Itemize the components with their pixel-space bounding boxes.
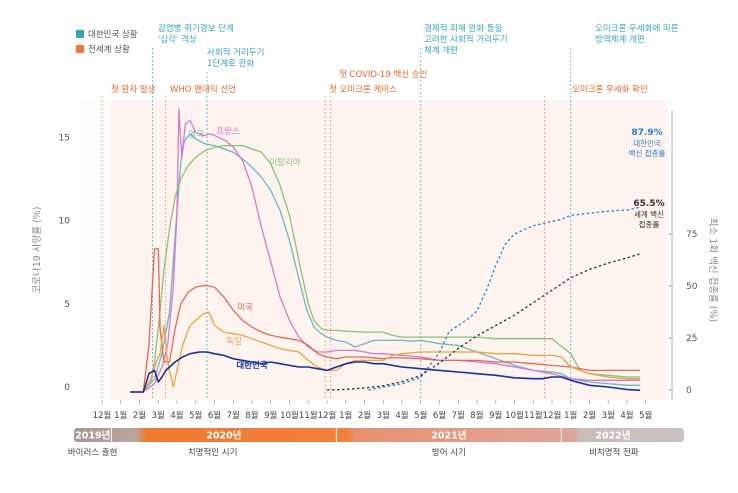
korea-event-distancing-eased-line-1: 사회적 거리두기 [207,48,265,58]
x-tick-label-6: 6월 [208,410,221,421]
korea-event-distancing-eased-line-2: 1단계로 완화 [207,59,255,69]
x-tick-label-11: 11월 [299,410,318,421]
series-line-0 [130,133,641,393]
x-tick-label-12: 12월 [318,410,337,421]
x-tick-label-14: 2월 [358,410,371,421]
korea-event-omicron-reform: 오미크론 우세화에 따른 방역체계 개편 [595,24,679,46]
x-tick-label-24: 12월 [543,410,562,421]
x-tick-label-2: 2월 [133,410,146,421]
y-left-tick-label-1: 5 [64,300,70,310]
x-tick-label-3: 3월 [152,410,165,421]
korea-event-crisis-level: 감염병 위기경보 단계 '심각' 격상 [158,24,234,46]
legend-item-korea: 대한민국 상황 [76,28,138,40]
end-label-text-1-0: 세계 백신 [634,209,664,219]
korea-event-omicron-reform-line-1: 오미크론 우세화에 따른 [595,24,679,34]
phase-label-0: 바이러스 출현 [68,447,118,458]
series-line-3 [130,248,641,393]
series-label-0: 영국 [188,129,204,140]
plot-background [74,100,668,400]
legend-swatch-world [76,45,84,53]
korea-event-distancing-reform-line-2: 고려한 사회적 거리두기 [424,35,508,45]
world-event-first-vaccine: 첫 COVID-19 백신 승인 [339,70,428,80]
korea-event-crisis-level-line-1: 감염병 위기경보 단계 [158,24,234,34]
x-tick-label-10: 10월 [280,410,299,421]
legend-label-world: 전세계 상황 [88,45,130,55]
x-tick-label-19: 7월 [452,410,465,421]
x-tick-label-22: 10월 [505,410,524,421]
x-tick-label-4: 4월 [170,410,183,421]
korea-event-omicron-reform-line-2: 방역체계 개편 [595,35,645,45]
x-tick-label-18: 6월 [433,410,446,421]
series-line-4 [130,311,641,393]
world-event-first-patient: 첫 환자 발생 [111,85,156,95]
phase-label-2: 방어 시기 [432,447,466,458]
year-band-label-3: 2022년 [595,430,630,442]
end-label-text-0-1: 백신 접종률 [629,148,666,158]
end-label-value-0: 87.9% [631,128,662,138]
korea-event-distancing-reform-line-3: 체계 개편 [424,46,458,56]
x-tick-label-29: 5월 [639,410,652,421]
y-right-tick-label-2: 50 [686,282,698,292]
phase-label-1: 치명적인 시기 [188,447,238,458]
x-tick-label-23: 11월 [524,410,543,421]
y-left-axis-title: 코로나19 사망률 (%) [32,206,43,293]
world-event-who-pandemic: WHO 팬데믹 선언 [170,85,236,95]
series-label-2: 이탈리아 [269,157,300,168]
x-tick-label-1: 1월 [114,410,127,421]
series-label-4: 독일 [226,337,242,347]
series-label-1: 프랑스 [216,126,240,137]
series-line-5 [130,351,641,393]
series-label-5: 대한민국 [236,360,267,371]
x-tick-label-26: 2월 [583,410,596,421]
legend-item-world: 전세계 상황 [76,43,130,55]
world-event-first-omicron: 첫 오미크론 케이스 [329,85,397,95]
year-band-label-0: 2019년 [75,430,110,442]
legend-label-korea: 대한민국 상황 [88,30,138,40]
year-band-label-1: 2020년 [206,430,241,442]
end-label-text-1-1: 접종률 [639,220,660,229]
y-right-tick-label-0: 0 [686,386,692,396]
x-tick-label-9: 9월 [264,410,277,421]
x-tick-label-21: 9월 [489,410,502,421]
x-tick-label-5: 5월 [189,410,202,421]
y-right-tick-label-1: 25 [686,334,697,344]
y-right-axis-title: 최소 1회 백신 접종률 (%) [707,218,719,322]
phase-label-3: 비치명적 전파 [589,447,639,458]
series-line-1 [130,108,641,393]
end-label-value-1: 65.5% [633,199,664,209]
y-left-tick-label-3: 15 [59,133,70,143]
x-tick-label-0: 12월 [93,410,112,421]
korea-event-crisis-level-line-2: '심각' 격상 [158,35,197,45]
x-tick-label-27: 3월 [602,410,615,421]
year-band-label-2: 2021년 [431,430,466,442]
x-tick-label-17: 5월 [414,410,427,421]
world-event-omicron-dominant: 오미크론 우세화 확인 [572,85,648,95]
korea-event-distancing-eased: 사회적 거리두기 1단계로 완화 [207,48,264,70]
korea-event-distancing-reform: 경제적 피해 완화 등을 고려한 사회적 거리두기 체계 개편 [424,24,508,57]
korea-event-distancing-reform-line-1: 경제적 피해 완화 등을 [424,24,503,34]
x-tick-label-8: 8월 [245,410,258,421]
x-tick-label-7: 7월 [227,410,240,421]
y-right-tick-label-3: 75 [686,230,697,240]
x-tick-label-16: 4월 [395,410,408,421]
year-band [74,428,684,442]
end-label-text-0-0: 대한민국 [633,138,661,148]
y-left-tick-label-2: 10 [59,217,71,227]
y-left-tick-label-0: 0 [64,383,70,393]
x-tick-label-20: 8월 [470,410,483,421]
legend-swatch-korea [76,30,84,38]
series-label-3: 미국 [237,303,253,313]
x-tick-label-15: 3월 [377,410,390,421]
x-tick-label-13: 1월 [339,410,352,421]
x-tick-label-25: 1월 [564,410,577,421]
plot-background-pre [74,100,112,400]
series-line-6 [368,206,641,391]
x-tick-label-28: 4월 [620,410,633,421]
series-line-2 [130,144,641,393]
